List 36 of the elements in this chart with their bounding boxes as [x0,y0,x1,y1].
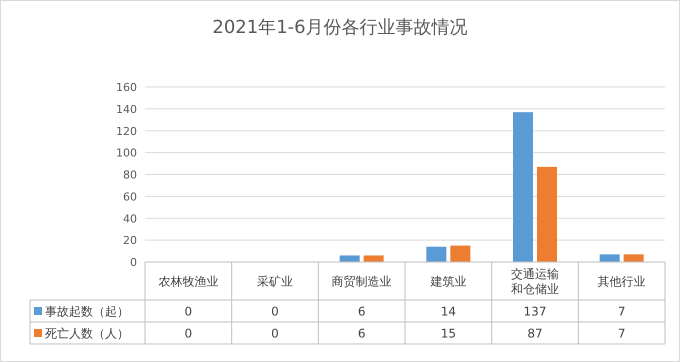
bar [513,112,533,262]
y-tick-label: 0 [130,256,137,269]
data-label: 0 [184,304,192,318]
data-label: 14 [440,304,456,318]
bar [600,254,620,262]
bar [537,166,557,262]
x-tick-label: 采矿业 [257,274,293,288]
bar [340,255,360,262]
bar [426,246,446,262]
data-label: 0 [271,326,279,340]
data-label: 15 [440,326,456,340]
data-label: 6 [358,326,366,340]
y-tick-label: 40 [123,212,137,226]
y-tick-label: 100 [116,146,137,160]
y-tick-label: 80 [123,168,137,182]
bar [364,255,384,262]
x-tick-label: 商贸制造业 [332,274,392,288]
data-label: 7 [618,304,626,318]
x-tick-label: 其他行业 [598,274,646,288]
y-tick-label: 20 [123,234,137,248]
data-label: 7 [618,326,626,340]
data-label: 6 [358,304,366,318]
x-tick-label: 交通运输和仓储业 [511,267,559,296]
y-tick-label: 60 [123,190,137,204]
bar [624,254,644,262]
data-label: 137 [524,304,546,318]
data-label: 87 [527,326,543,340]
data-label: 0 [184,326,192,340]
x-tick-label: 建筑业 [429,274,466,288]
data-label: 0 [271,304,279,318]
title: 2021年1-6月份各行业事故情况 [212,17,468,38]
x-tick-label: 农林牧渔业 [158,274,218,288]
y-tick-label: 120 [116,124,137,138]
y-tick-label: 140 [116,102,137,116]
bar [450,246,470,262]
y-tick-label: 160 [116,81,137,94]
